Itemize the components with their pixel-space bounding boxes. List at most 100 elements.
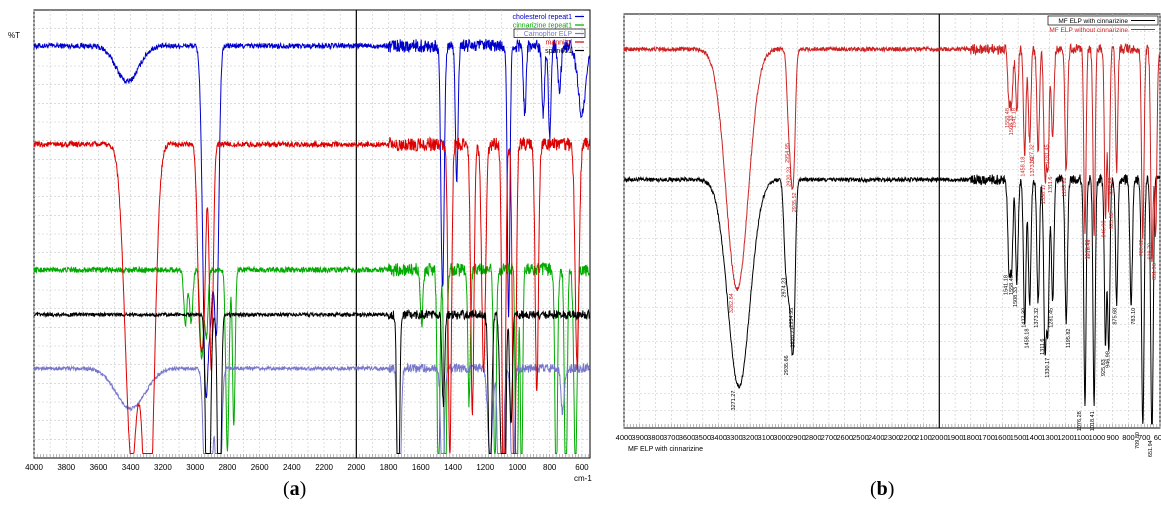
legend-b: MF ELP with cinnarizine MF ELP without ci… <box>1047 15 1159 34</box>
x-tick-label-13: 1400 <box>444 463 462 472</box>
series-line-4 <box>33 308 591 455</box>
peak-label-red-21: 628.79 <box>1148 243 1154 260</box>
peak-label-black-18: 925.83 <box>1101 359 1107 376</box>
legend-label-2: Carnophor ELP <box>524 31 573 38</box>
x-tick-label-20: 2000 <box>931 433 948 442</box>
series-line-0 <box>623 173 1160 425</box>
x-tick-label-9: 2200 <box>315 463 333 472</box>
peak-label-black-2: 2954.95 <box>789 308 795 328</box>
peak-label-black-22: 651.94 <box>1148 440 1154 457</box>
panel-b-caption: (b) <box>870 478 895 500</box>
legend-label-1: cinnarizine repeat1 <box>513 23 572 30</box>
x-tick-label-28: 1200 <box>1057 433 1074 442</box>
x-tick-label-4: 3600 <box>679 433 696 442</box>
x-tick-label-25: 1500 <box>1010 433 1027 442</box>
peak-label-red-19: 709.82 <box>1139 240 1145 257</box>
x-tick-label-11: 2900 <box>789 433 806 442</box>
peak-label-black-17: 946.98 <box>1106 351 1112 368</box>
x-tick-label-12: 2800 <box>805 433 822 442</box>
x-tick-label-33: 700 <box>1138 433 1151 442</box>
x-tick-label-19: 2100 <box>915 433 932 442</box>
peak-label-red-17: 925.83 <box>1109 212 1115 229</box>
peak-label-red-16: 946.98 <box>1102 221 1108 238</box>
x-axis-label-b: MF ELP with cinnarizine <box>628 446 703 453</box>
peak-label-black-19: 875.68 <box>1113 308 1119 325</box>
peak-label-red-6: 1508.33 <box>1009 115 1015 135</box>
x-tick-label-14: 1200 <box>476 463 494 472</box>
x-tick-label-9: 3100 <box>758 433 775 442</box>
x-tick-label-30: 1000 <box>1089 433 1106 442</box>
x-tick-label-29: 1100 <box>1073 433 1089 442</box>
x-tick-label-34: 600 <box>1154 433 1161 442</box>
x-tick-label-17: 600 <box>575 463 589 472</box>
y-axis-label: %T <box>8 31 20 40</box>
x-tick-label-1: 3800 <box>57 463 75 472</box>
x-tick-label-15: 1000 <box>509 463 527 472</box>
series-line-3 <box>33 136 591 455</box>
x-tick-label-13: 2700 <box>821 433 838 442</box>
x-tick-label-23: 1700 <box>978 433 995 442</box>
x-tick-label-10: 3000 <box>773 433 790 442</box>
legend-label-3: mannitol <box>546 40 573 47</box>
x-tick-label-12: 1600 <box>412 463 430 472</box>
x-tick-label-32: 800 <box>1122 433 1135 442</box>
x-tick-label-31: 900 <box>1106 433 1119 442</box>
peak-label-red-8: 1427.32 <box>1030 144 1036 164</box>
peak-label-black-10: 1373.32 <box>1034 308 1040 328</box>
peak-label-black-14: 1195.82 <box>1066 329 1072 348</box>
peak-label-red-5: 1541.18 <box>1012 108 1018 128</box>
x-tick-label-3: 3400 <box>122 463 140 472</box>
series-line-0 <box>33 38 591 399</box>
x-tick-label-22: 1800 <box>962 433 979 442</box>
x-tick-label-2: 3800 <box>647 433 664 442</box>
x-tick-label-5: 3500 <box>694 433 711 442</box>
x-tick-label-5: 3000 <box>186 463 204 472</box>
peak-label-red-10: 1330.17 <box>1041 184 1047 204</box>
peak-label-black-4: 2920.23 <box>790 328 796 348</box>
peak-label-red-2: 2935.52 <box>792 192 798 212</box>
panel-a-chart: 4000 3800 3600 3400 3200 3000 2800 2600 2400 2200… <box>8 9 592 483</box>
x-tick-label-8: 2400 <box>283 463 301 472</box>
series-line-2 <box>33 362 591 455</box>
peak-label-red-3: 2920.23 <box>786 167 792 187</box>
peak-label-red-0: 3282.84 <box>729 293 735 313</box>
panel-a-caption: (a) <box>283 478 307 500</box>
x-tick-label-16: 800 <box>543 463 557 472</box>
x-tick-label-27: 1300 <box>1041 433 1058 442</box>
x-tick-label-1: 3900 <box>631 433 648 442</box>
peak-label-black-0: 3271.27 <box>731 391 737 411</box>
peak-label-red-11: 1311.6 <box>1048 177 1054 193</box>
peak-label-black-21: 709.80 <box>1135 432 1141 449</box>
x-tick-label-6: 3400 <box>710 433 727 442</box>
peak-label-black-6: 1541.18 <box>1004 275 1010 295</box>
legend-a: cholesterol repeat1 cinnarizine repeat1Ca… <box>512 14 586 55</box>
peak-label-red-9: 1373.32 <box>1030 157 1036 177</box>
peak-label-red-18: 875.68 <box>1109 177 1115 194</box>
peak-label-black-13: 1281.45 <box>1049 308 1055 328</box>
peak-label-black-3: 2935.66 <box>784 355 790 375</box>
x-tick-label-11: 1800 <box>380 463 398 472</box>
x-tick-label-6: 2800 <box>218 463 236 472</box>
panel-b-chart: 4000 3900 3800 3700 3600 3500 3400 3300 3200 3100… <box>616 13 1161 457</box>
x-tick-label-21: 1900 <box>947 433 964 442</box>
peak-label-black-7: 1508.33 <box>1013 287 1019 307</box>
peak-label-red-12: 1281.45 <box>1045 144 1051 164</box>
series-line-1 <box>623 42 1160 292</box>
peak-label-red-1: 2954.95 <box>785 143 791 163</box>
peak-label-red-13: 1195.82 <box>1062 177 1068 196</box>
x-tick-label-15: 2500 <box>852 433 869 442</box>
x-axis-unit-label: cm-1 <box>574 474 592 483</box>
peak-label-black-20: 783.10 <box>1131 308 1137 325</box>
peak-label-red-20: 651.96 <box>1152 263 1158 280</box>
x-tick-label-18: 2200 <box>899 433 916 442</box>
x-tick-label-7: 3300 <box>726 433 743 442</box>
x-tick-label-17: 2300 <box>884 433 901 442</box>
x-tick-label-10: 2000 <box>347 463 365 472</box>
legend-label-4: span601 <box>545 48 572 55</box>
peak-label-black-9: 1427.32 <box>1022 308 1028 328</box>
peak-label-black-15: 1076.28 <box>1077 411 1083 431</box>
x-tick-label-24: 1600 <box>994 433 1011 442</box>
x-tick-label-3: 3700 <box>663 433 680 442</box>
